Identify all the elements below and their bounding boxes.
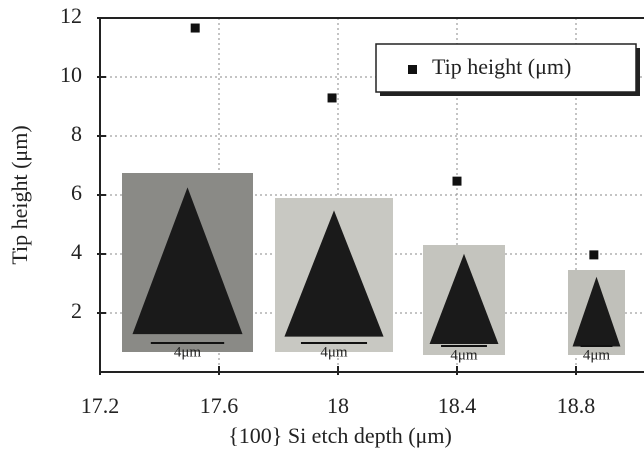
x-axis-label: {100} Si etch depth (μm) — [228, 423, 452, 448]
x-tick-label: 17.6 — [200, 393, 239, 418]
y-tick-label: 6 — [71, 180, 82, 205]
y-axis-label: Tip height (μm) — [7, 125, 32, 264]
x-tick-label: 18.4 — [438, 393, 477, 418]
data-point — [452, 176, 462, 186]
x-tick-label: 17.2 — [81, 393, 120, 418]
tip-silhouette — [429, 253, 499, 344]
y-tick-label: 4 — [71, 239, 82, 264]
scale-label: 4μm — [450, 347, 478, 363]
x-tick-label: 18.8 — [557, 393, 596, 418]
scale-label: 4μm — [174, 344, 202, 360]
tip-silhouette — [572, 276, 621, 347]
scale-label: 4μm — [320, 344, 348, 360]
legend-box — [375, 43, 637, 93]
legend-marker — [408, 65, 417, 74]
data-point — [190, 23, 200, 33]
y-tick-label: 10 — [60, 62, 82, 87]
axis-frame — [99, 17, 644, 373]
legend-label: Tip height (μm) — [432, 54, 571, 79]
x-tick-label: 18 — [327, 393, 349, 418]
y-tick-label: 8 — [71, 121, 82, 146]
data-point — [589, 250, 599, 260]
data-point — [327, 93, 337, 103]
y-tick-label: 12 — [60, 3, 82, 28]
y-tick-label: 2 — [71, 298, 82, 323]
tip-silhouette — [132, 187, 243, 335]
tip-silhouette — [284, 210, 384, 337]
scale-label: 4μm — [583, 347, 611, 363]
